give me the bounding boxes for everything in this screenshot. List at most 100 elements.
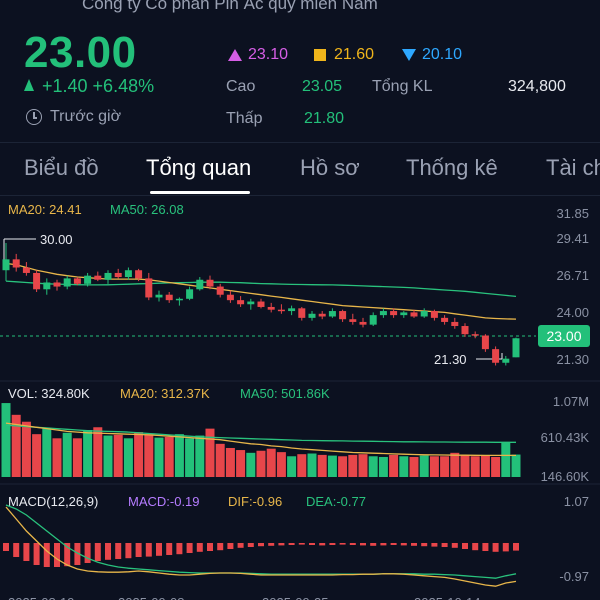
macd-bar xyxy=(247,543,254,547)
candle xyxy=(104,272,112,280)
volume-bar xyxy=(358,454,368,477)
volume-bar xyxy=(266,448,276,477)
macd-bar xyxy=(339,543,346,545)
macd-bar xyxy=(54,543,60,567)
tab-bar: Biểu đồ Tổng quan Hồ sơ Thống kê Tài ch xyxy=(0,142,600,196)
tab-profile[interactable]: Hồ sơ xyxy=(300,155,360,180)
volume-bar xyxy=(419,455,429,477)
tab-chart[interactable]: Biểu đồ xyxy=(24,155,99,180)
volume-bar xyxy=(144,434,154,477)
macd-bar xyxy=(319,543,326,546)
volume-bar xyxy=(246,452,256,477)
dif-value-label: DIF:-0.96 xyxy=(228,494,282,509)
macd-bar xyxy=(400,543,407,546)
macd-bar xyxy=(258,543,264,547)
candle xyxy=(308,313,316,318)
candle xyxy=(206,279,214,287)
low-value: 21.80 xyxy=(304,110,345,127)
macd-bar xyxy=(370,543,377,546)
vol-ma50-line xyxy=(5,424,516,443)
macd-bar xyxy=(217,543,224,551)
high-annotation: 30.00 xyxy=(40,232,73,247)
ceiling-triangle-icon xyxy=(228,49,242,61)
volume-label: Tổng KL xyxy=(372,78,433,95)
high-label: Cao xyxy=(226,78,256,95)
volume-bar xyxy=(429,456,439,477)
volume-bar xyxy=(307,453,317,477)
macd-bar xyxy=(421,543,428,547)
candle xyxy=(369,315,377,325)
macd-bar xyxy=(176,543,183,555)
candle xyxy=(114,272,122,278)
tab-statistics[interactable]: Thống kê xyxy=(406,155,498,180)
volume-bar xyxy=(450,452,460,477)
macd-bar xyxy=(196,543,203,552)
clock-icon xyxy=(26,109,42,125)
dea-line xyxy=(5,504,517,579)
price-axis-label: 26.71 xyxy=(556,268,589,283)
floor-price: 20.10 xyxy=(402,46,462,64)
tab-finance[interactable]: Tài ch xyxy=(546,155,600,180)
candle xyxy=(400,312,408,316)
vol-ma20-line xyxy=(5,422,516,457)
date-label: 2025-08-19 xyxy=(8,595,75,600)
price-axis-label: 21.30 xyxy=(556,352,589,367)
macd-bar xyxy=(441,543,448,547)
volume-axis-label: 610.43K xyxy=(541,430,590,445)
candle xyxy=(94,275,102,280)
reference-value: 21.60 xyxy=(334,46,375,63)
macd-bar xyxy=(349,543,356,545)
macd-bar xyxy=(74,543,81,565)
volume-bar xyxy=(236,450,246,477)
ceiling-price: 23.10 xyxy=(228,46,288,64)
more-icon[interactable] xyxy=(592,0,600,4)
candle xyxy=(339,311,347,320)
macd-bar xyxy=(145,543,152,557)
volume-bar xyxy=(225,447,235,477)
macd-bar xyxy=(482,543,489,551)
volume-bar xyxy=(21,421,31,477)
macd-bar xyxy=(33,543,40,565)
macd-bar xyxy=(94,543,101,561)
date-label: 2025-09-08 xyxy=(118,595,185,600)
volume-bar xyxy=(52,438,62,477)
candle xyxy=(512,338,520,358)
volume-bar xyxy=(389,454,399,477)
macd-value-label: MACD:-0.19 xyxy=(128,494,200,509)
vol-ma50-label: MA50: 501.86K xyxy=(240,386,330,401)
stock-chart[interactable]: MA20: 24.41 MA50: 26.08 31.85 29.41 26.7… xyxy=(0,195,600,600)
candle xyxy=(390,311,398,316)
volume-bar xyxy=(480,455,490,477)
volume-bar xyxy=(154,437,164,477)
volume-bar xyxy=(42,428,52,477)
candle xyxy=(298,308,306,318)
macd-bar xyxy=(43,543,50,567)
macd-bar xyxy=(411,543,417,546)
macd-bar xyxy=(298,543,305,545)
volume-bar xyxy=(1,403,11,477)
volume-bar xyxy=(338,456,348,477)
low-annotation: 21.30 xyxy=(434,352,467,367)
vol-ma20-label: MA20: 312.37K xyxy=(120,386,210,401)
macd-bar xyxy=(125,543,132,559)
candle xyxy=(502,358,510,363)
volume-bar xyxy=(501,442,511,477)
price-axis-label: 29.41 xyxy=(556,231,589,246)
candle xyxy=(43,282,51,290)
candle xyxy=(257,301,265,307)
macd-bar xyxy=(513,543,519,551)
tab-overview[interactable]: Tổng quan xyxy=(146,155,252,180)
volume-bar xyxy=(440,456,450,477)
candle xyxy=(165,294,173,301)
macd-bar xyxy=(492,543,499,552)
macd-bar xyxy=(115,543,122,559)
macd-bar xyxy=(360,543,366,546)
volume-bar xyxy=(113,434,123,477)
candle xyxy=(420,311,428,317)
price-ma50-label: MA50: 26.08 xyxy=(110,202,184,217)
macd-bar xyxy=(472,543,479,551)
volume-bar xyxy=(185,438,195,477)
candle xyxy=(441,317,449,322)
company-name: Công ty Cổ phần Pin Ắc quy miền Nam xyxy=(82,0,378,13)
macd-bar xyxy=(329,543,336,545)
